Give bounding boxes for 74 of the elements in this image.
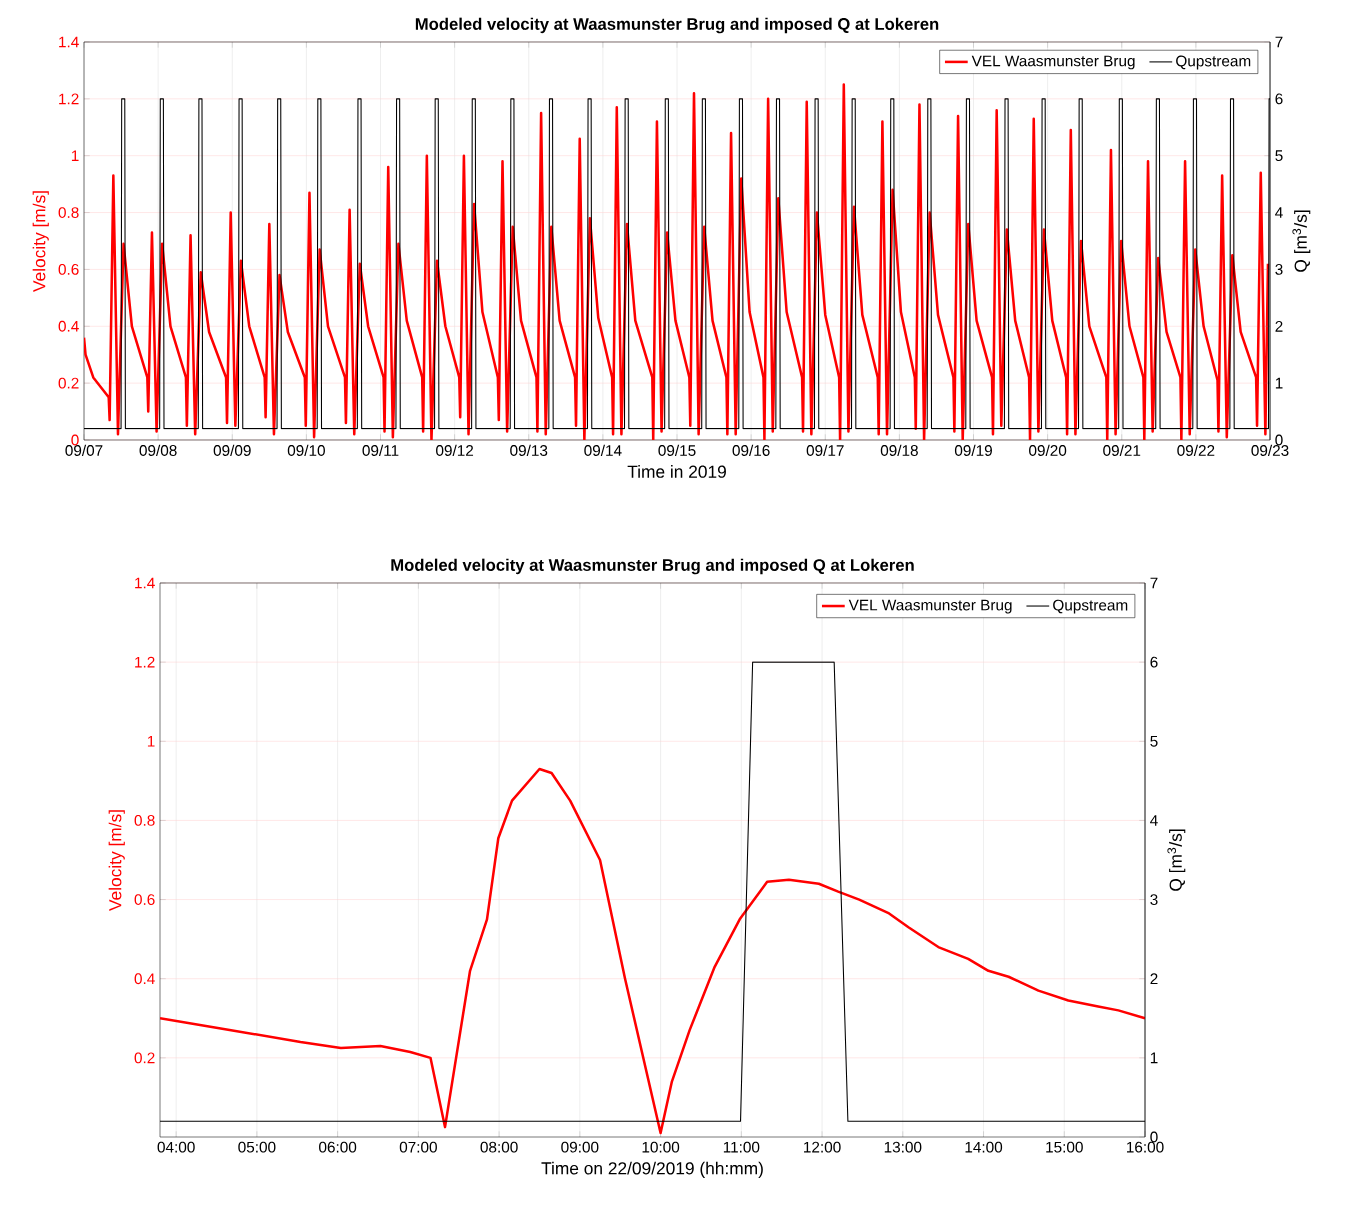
chart-title: Modeled velocity at Waasmunster Brug and imposed Q at Lokeren xyxy=(415,17,939,34)
x-tick-label: 09/23 xyxy=(1251,444,1289,456)
y2-tick-label: 6 xyxy=(1275,93,1283,105)
x-tick-label: 09/13 xyxy=(510,444,548,456)
legend-label: Qupstream xyxy=(1176,55,1251,70)
x-tick-label: 14:00 xyxy=(965,1141,1003,1153)
y-axis-title: Velocity [m/s] xyxy=(32,191,49,292)
y-tick-label: 0.4 xyxy=(134,973,155,985)
x-tick-label: 09/17 xyxy=(806,444,844,456)
x-tick-label: 08:00 xyxy=(480,1141,518,1153)
x-tick-label: 09/07 xyxy=(65,444,103,456)
x-tick-label: 09/19 xyxy=(954,444,992,456)
y2-tick-label: 1 xyxy=(1275,377,1283,389)
x-tick-label: 09/20 xyxy=(1029,444,1067,456)
y2-tick-label: 5 xyxy=(1150,735,1158,747)
y-tick-label: 1.4 xyxy=(59,36,79,48)
x-tick-label: 09/21 xyxy=(1103,444,1141,456)
y-tick-label: 0.2 xyxy=(58,377,79,389)
y2-tick-label: 6 xyxy=(1150,656,1158,668)
y-tick-label: 1 xyxy=(71,150,79,161)
x-tick-label: 09/14 xyxy=(584,444,622,456)
x-tick-label: 09/22 xyxy=(1177,444,1215,456)
y-axis-title: Velocity [m/s] xyxy=(108,810,125,911)
x-tick-label: 06:00 xyxy=(319,1141,357,1153)
x-tick-label: 15:00 xyxy=(1046,1141,1083,1153)
y-tick-label: 1.2 xyxy=(135,656,155,668)
legend-label: Qupstream xyxy=(1053,599,1128,614)
x-tick-label: 09:00 xyxy=(561,1141,599,1153)
x-tick-label: 09/08 xyxy=(139,444,177,456)
y-tick-label: 0.2 xyxy=(134,1052,155,1064)
x-tick-label: 11:00 xyxy=(723,1141,760,1153)
x-axis-title: Time in 2019 xyxy=(627,465,726,478)
y2-tick-label: 0 xyxy=(1150,1131,1158,1143)
y2-tick-label: 3 xyxy=(1275,263,1283,275)
y2-tick-label: 2 xyxy=(1275,320,1283,332)
y2-tick-label: 7 xyxy=(1150,577,1158,589)
x-tick-label: 09/18 xyxy=(880,444,918,456)
legend-label: VEL Waasmunster Brug xyxy=(848,599,1012,614)
y2-tick-label: 5 xyxy=(1275,150,1283,162)
x-tick-label: 12:00 xyxy=(804,1141,841,1153)
y2-tick-label: 0 xyxy=(1275,434,1283,446)
y-tick-label: 0.8 xyxy=(134,815,155,826)
x-tick-label: 07:00 xyxy=(399,1141,437,1153)
y2-tick-label: 7 xyxy=(1275,36,1283,48)
chart-title: Modeled velocity at Waasmunster Brug and imposed Q at Lokeren xyxy=(391,558,914,575)
x-tick-label: 09/09 xyxy=(213,444,251,456)
y-tick-label: 1 xyxy=(147,736,155,747)
x-tick-label: 09/16 xyxy=(732,444,770,456)
x-tick-label: 04:00 xyxy=(157,1141,195,1153)
x-tick-label: 09/15 xyxy=(658,444,696,456)
y-tick-label: 0.6 xyxy=(134,894,155,905)
legend-label: VEL Waasmunster Brug xyxy=(971,55,1135,70)
y2-axis-title: Q [m$^{3}$/s] xyxy=(1167,829,1186,891)
y-tick-label: 0.4 xyxy=(58,320,79,332)
x-axis-title: Time on 22/09/2019 (hh:mm) xyxy=(541,1161,763,1178)
x-tick-label: 13:00 xyxy=(884,1141,922,1153)
y-tick-label: 1.4 xyxy=(135,577,155,589)
x-tick-label: 09/11 xyxy=(362,444,399,456)
x-tick-label: 05:00 xyxy=(238,1141,276,1153)
y2-tick-label: 3 xyxy=(1150,894,1158,905)
y2-axis-title: Q [m$^{3}$/s] xyxy=(1292,210,1311,272)
x-tick-label: 16:00 xyxy=(1127,1141,1164,1153)
y-tick-label: 0 xyxy=(71,434,79,446)
line-series xyxy=(160,767,1146,1135)
x-tick-label: 10:00 xyxy=(642,1141,680,1153)
y-tick-label: 1.2 xyxy=(59,93,79,105)
y2-tick-label: 2 xyxy=(1150,973,1158,985)
x-tick-label: 09/10 xyxy=(287,444,325,456)
x-tick-label: 09/12 xyxy=(436,444,474,456)
y2-tick-label: 1 xyxy=(1150,1052,1158,1064)
y-tick-label: 0.6 xyxy=(58,263,79,275)
y-tick-label: 0.8 xyxy=(58,207,79,218)
y2-tick-label: 4 xyxy=(1275,207,1283,218)
y2-tick-label: 4 xyxy=(1150,815,1158,826)
